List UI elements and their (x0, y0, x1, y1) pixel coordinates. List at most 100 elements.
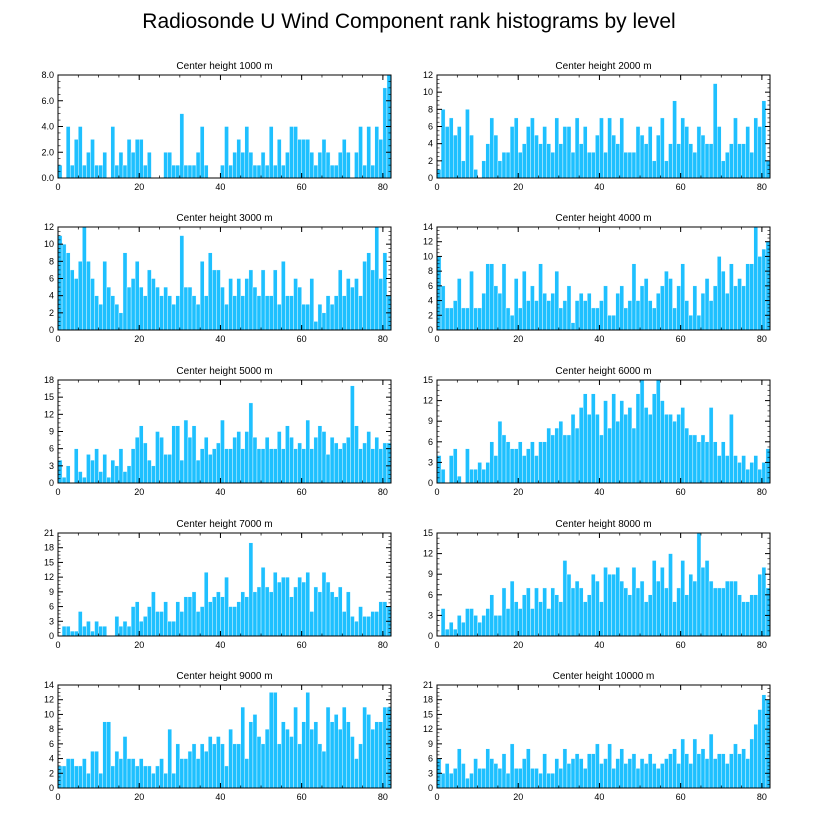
histogram-bar (139, 758, 144, 789)
histogram-bar (329, 591, 335, 637)
histogram-bar (493, 285, 499, 331)
histogram-bar (354, 621, 359, 637)
histogram-bar (668, 753, 673, 789)
histogram-bar (264, 295, 270, 331)
histogram-bar (61, 625, 67, 637)
histogram-bar (143, 765, 148, 789)
histogram-bar (159, 611, 164, 637)
panel-title: Center height 1000 m (176, 61, 272, 72)
panel-title: Center height 6000 m (555, 366, 651, 377)
histogram-bar (297, 576, 302, 637)
histogram-bar (761, 694, 767, 789)
histogram-bar (167, 728, 172, 789)
histogram-bar (224, 576, 229, 637)
histogram-bar (696, 753, 702, 789)
histogram-bar (333, 596, 339, 637)
histogram-bar (692, 152, 698, 179)
histogram-bar (688, 434, 694, 484)
histogram-bar (493, 763, 499, 789)
histogram-bar (672, 421, 677, 484)
histogram-bar (342, 611, 347, 637)
panel-title: Center height 2000 m (555, 61, 651, 72)
histogram-bar (623, 152, 629, 179)
histogram-bar (542, 293, 547, 331)
histogram-bar (501, 434, 507, 484)
histogram-bar (652, 560, 657, 637)
histogram-bar (457, 615, 462, 637)
histogram-bar (493, 615, 499, 637)
histogram-bar (78, 126, 83, 179)
x-tick-label: 40 (594, 334, 604, 344)
histogram-bar (244, 278, 250, 331)
histogram-bar (346, 591, 351, 637)
histogram-bar (587, 414, 592, 484)
histogram-bar (199, 743, 205, 789)
x-tick-label: 60 (676, 792, 686, 802)
histogram-bar (509, 580, 515, 637)
histogram-bar (578, 587, 584, 637)
histogram-panel-3: Center height 3000 m 0 20 40 60 80 0 2 4 6 8 10 12 (44, 213, 392, 344)
histogram-bar (513, 117, 519, 179)
histogram-bar (656, 580, 661, 637)
histogram-bar (761, 462, 767, 484)
histogram-bar (179, 459, 185, 484)
histogram-bar (546, 427, 551, 484)
y-tick-label: 3 (428, 610, 433, 620)
histogram-bar (631, 152, 637, 179)
y-tick-label: 18 (44, 375, 54, 385)
histogram-bar (745, 758, 750, 789)
histogram-bar (354, 278, 359, 331)
histogram-bar (325, 295, 331, 331)
histogram-bar (171, 304, 176, 331)
histogram-bar (244, 596, 250, 637)
histogram-bar (704, 441, 710, 484)
histogram-bar (570, 152, 576, 179)
y-tick-label: 18 (44, 543, 54, 553)
histogram-bar (461, 622, 466, 637)
histogram-bar (224, 304, 229, 331)
histogram-bar (305, 419, 310, 484)
histogram-bar (289, 437, 294, 484)
histogram-bar (664, 160, 669, 179)
histogram-bar (684, 126, 689, 179)
histogram-bar (362, 164, 367, 179)
histogram-bar (191, 295, 197, 331)
x-tick-label: 20 (134, 640, 144, 650)
histogram-bar (647, 300, 653, 331)
histogram-bar (102, 454, 107, 484)
histogram-bar (273, 692, 278, 789)
histogram-bar (378, 139, 384, 179)
histogram-bar (712, 758, 718, 789)
histogram-bar (745, 601, 750, 637)
histogram-bar (481, 615, 486, 637)
histogram-bar (582, 601, 588, 637)
histogram-bar (647, 753, 653, 789)
histogram-bar (643, 407, 649, 484)
histogram-bar (660, 285, 665, 331)
histogram-bar (277, 743, 282, 789)
histogram-bar (366, 252, 371, 331)
histogram-bar (615, 293, 620, 331)
histogram-bar (469, 469, 474, 484)
histogram-bar (578, 293, 584, 331)
histogram-bar (741, 143, 746, 179)
histogram-bar (191, 425, 197, 484)
y-tick-label: 14 (44, 680, 54, 690)
histogram-bar (717, 126, 722, 179)
histogram-bar (680, 738, 685, 789)
histogram-bar (591, 152, 596, 179)
histogram-bar (733, 580, 738, 637)
histogram-bar (179, 235, 185, 331)
histogram-bar (607, 315, 612, 331)
histogram-bar (82, 164, 87, 179)
histogram-bar (203, 572, 209, 637)
histogram-bar (264, 437, 270, 484)
histogram-bar (220, 286, 225, 331)
histogram-bar (542, 587, 547, 637)
histogram-bar (550, 587, 555, 637)
y-tick-label: 9 (49, 427, 54, 437)
histogram-bar (522, 455, 527, 484)
histogram-bar (232, 152, 237, 179)
histogram-bar (700, 434, 706, 484)
histogram-bar (603, 567, 608, 637)
